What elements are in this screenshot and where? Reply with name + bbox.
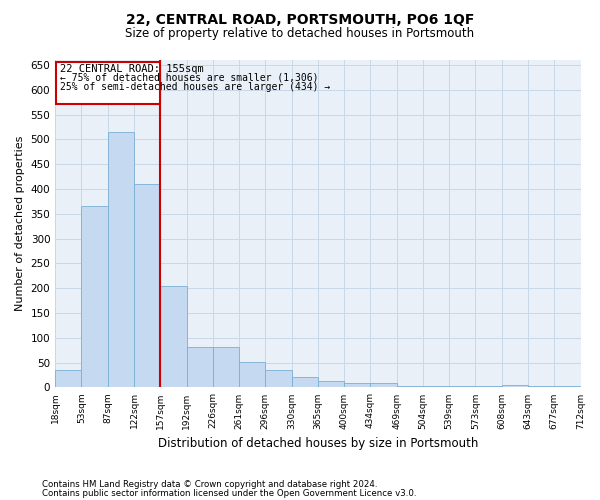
Bar — [213, 346, 239, 388]
Bar — [239, 362, 265, 388]
Bar — [502, 385, 528, 388]
Bar — [318, 382, 344, 388]
Bar — [475, 386, 502, 388]
Bar — [187, 346, 213, 388]
Text: 22 CENTRAL ROAD: 155sqm: 22 CENTRAL ROAD: 155sqm — [61, 64, 204, 74]
Bar — [160, 286, 187, 388]
Bar — [292, 376, 318, 388]
Bar — [449, 386, 475, 388]
Y-axis label: Number of detached properties: Number of detached properties — [15, 136, 25, 312]
Bar — [56, 62, 160, 104]
Text: Size of property relative to detached houses in Portsmouth: Size of property relative to detached ho… — [125, 28, 475, 40]
Text: Contains public sector information licensed under the Open Government Licence v3: Contains public sector information licen… — [42, 488, 416, 498]
Text: 25% of semi-detached houses are larger (434) →: 25% of semi-detached houses are larger (… — [61, 82, 331, 92]
Bar — [554, 386, 581, 388]
Bar — [528, 386, 554, 388]
Bar — [134, 184, 160, 388]
Text: 22, CENTRAL ROAD, PORTSMOUTH, PO6 1QF: 22, CENTRAL ROAD, PORTSMOUTH, PO6 1QF — [126, 12, 474, 26]
Bar — [265, 370, 292, 388]
Bar — [397, 386, 423, 388]
Text: Contains HM Land Registry data © Crown copyright and database right 2024.: Contains HM Land Registry data © Crown c… — [42, 480, 377, 489]
Bar — [370, 384, 397, 388]
Bar — [82, 206, 108, 388]
Bar — [344, 384, 370, 388]
Bar — [423, 386, 449, 388]
Bar — [108, 132, 134, 388]
Bar — [55, 370, 82, 388]
Text: ← 75% of detached houses are smaller (1,306): ← 75% of detached houses are smaller (1,… — [61, 73, 319, 83]
X-axis label: Distribution of detached houses by size in Portsmouth: Distribution of detached houses by size … — [158, 437, 478, 450]
